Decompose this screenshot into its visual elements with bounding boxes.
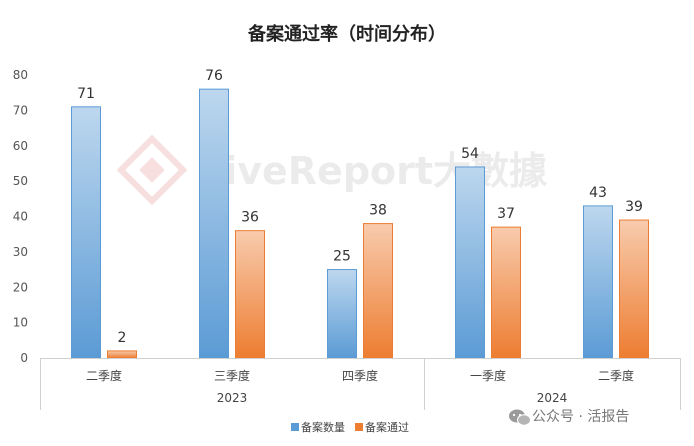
y-tick-label: 30 xyxy=(13,245,28,259)
data-label-series-0-1: 71 xyxy=(77,86,95,102)
y-tick-label: 70 xyxy=(13,103,28,117)
y-tick-label: 20 xyxy=(13,280,28,294)
bar-series-0-5 xyxy=(583,205,613,359)
data-label-series-0-2: 76 xyxy=(205,68,223,84)
bar-series-0-3 xyxy=(327,269,357,359)
y-tick-label: 40 xyxy=(13,210,28,224)
data-label-series-0-4: 54 xyxy=(461,146,479,162)
data-label-series-1-4: 37 xyxy=(497,206,515,222)
x-tick-label: 二季度 xyxy=(86,368,122,383)
bar-series-0-4 xyxy=(455,166,485,359)
y-tick-label: 60 xyxy=(13,139,28,153)
legend: 备案数量 备案通过 xyxy=(291,420,409,434)
data-label-series-0-3: 25 xyxy=(333,249,351,265)
data-label-series-0-5: 43 xyxy=(589,185,607,201)
y-tick-label: 10 xyxy=(13,316,28,330)
watermark-logo-text: LiveReport大數據 xyxy=(200,149,548,193)
data-label-series-1-5: 39 xyxy=(625,199,643,215)
wechat-icon xyxy=(509,409,531,426)
legend-swatch-series-0 xyxy=(291,423,299,431)
x-axis: 二季度 三季度 四季度 一季度 二季度 2023 2024 xyxy=(40,358,681,410)
chart-title: 备案通过率（时间分布） xyxy=(247,23,446,45)
data-labels: 71 2 76 36 25 38 54 37 43 39 xyxy=(77,68,643,346)
y-tick-label: 50 xyxy=(13,174,28,188)
bars xyxy=(71,88,649,359)
x-tick-label: 三季度 xyxy=(214,368,250,383)
x-tick-label: 四季度 xyxy=(342,368,378,383)
x-tick-label: 二季度 xyxy=(598,368,634,383)
watermark: LiveReport大數據 xyxy=(116,134,548,206)
bar-series-1-3 xyxy=(363,223,393,359)
bar-series-1-2 xyxy=(235,230,265,359)
diamond-logo-icon xyxy=(116,134,188,206)
legend-label-series-1: 备案通过 xyxy=(365,420,409,434)
legend-swatch-series-1 xyxy=(355,423,363,431)
x-group-label: 2024 xyxy=(537,391,568,405)
data-label-series-1-1: 2 xyxy=(118,330,127,346)
data-label-series-1-3: 38 xyxy=(369,203,387,219)
bar-series-0-2 xyxy=(199,88,229,359)
y-tick-label: 0 xyxy=(20,351,28,365)
y-tick-label: 80 xyxy=(13,68,28,82)
data-label-series-1-2: 36 xyxy=(241,210,259,226)
bar-series-0-1 xyxy=(71,106,101,359)
bar-series-1-1 xyxy=(107,350,137,359)
footer-source: 公众号 · 活报告 xyxy=(509,409,629,426)
x-group-label: 2023 xyxy=(217,391,248,405)
x-tick-label: 一季度 xyxy=(470,368,506,383)
y-axis: 0 10 20 30 40 50 60 70 80 xyxy=(13,68,28,365)
footer-source-text: 公众号 · 活报告 xyxy=(532,409,629,425)
bar-series-1-4 xyxy=(491,226,521,359)
bar-series-1-5 xyxy=(619,219,649,359)
legend-label-series-0: 备案数量 xyxy=(301,420,345,434)
